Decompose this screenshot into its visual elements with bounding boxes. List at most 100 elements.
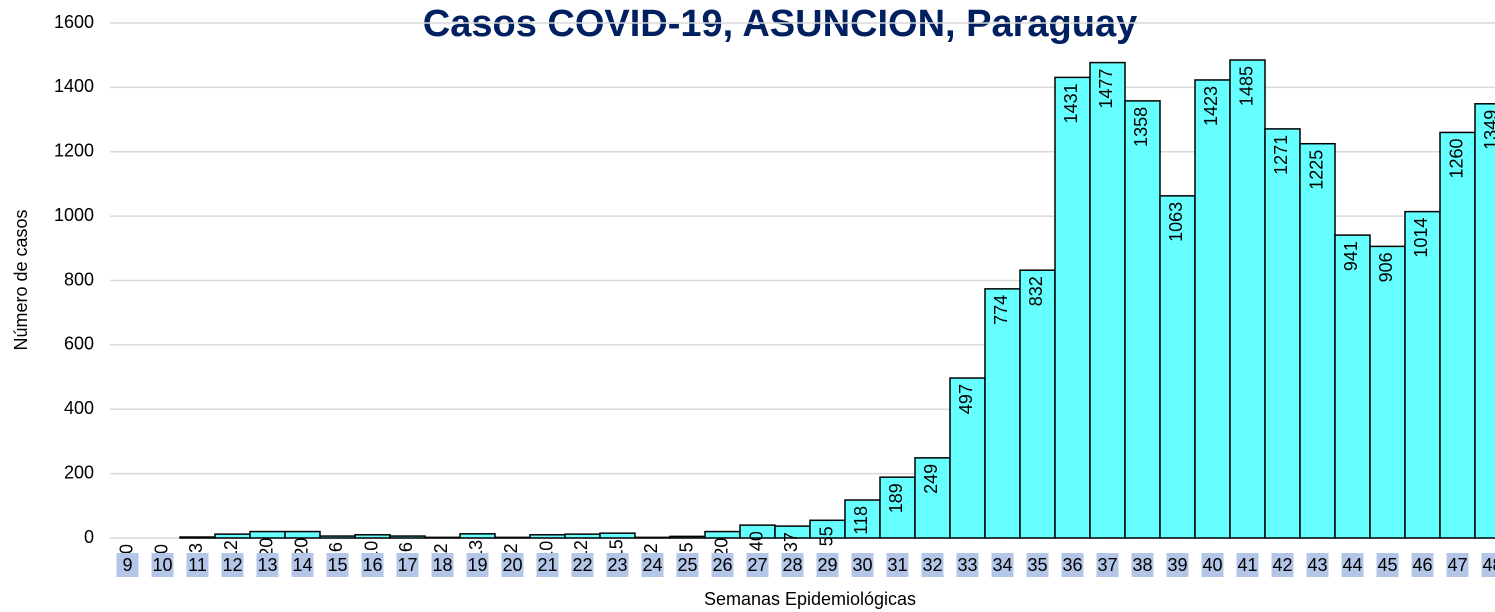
bar — [1019, 269, 1056, 539]
y-tick-label: 400 — [64, 398, 94, 418]
x-tick-label-bg — [1446, 553, 1469, 577]
bar — [1124, 100, 1161, 539]
x-tick-label-bg — [641, 553, 664, 577]
data-label: 0 — [116, 544, 136, 554]
data-label: 3 — [186, 543, 206, 553]
x-tick-label-bg — [256, 553, 279, 577]
x-tick-label: 9 — [122, 555, 132, 575]
x-tick-label: 33 — [957, 555, 977, 575]
x-tick-label-bg — [466, 553, 489, 577]
data-label: 1271 — [1271, 135, 1291, 175]
data-label: 118 — [851, 506, 871, 535]
data-label: 6 — [326, 542, 346, 552]
x-tick-label-bg — [781, 553, 804, 577]
x-tick-label-bg — [326, 553, 349, 577]
data-label: 37 — [781, 532, 801, 552]
bar — [249, 530, 286, 539]
x-tick-label-bg — [1026, 553, 1049, 577]
bar — [844, 499, 881, 539]
data-label: 1485 — [1236, 66, 1256, 106]
x-tick-label: 27 — [747, 555, 767, 575]
bar — [1404, 210, 1441, 539]
data-label: 1063 — [1166, 202, 1186, 242]
x-tick-label-bg — [1341, 553, 1364, 577]
x-tick-label-bg — [1376, 553, 1399, 577]
bar — [704, 530, 741, 539]
x-tick-label: 46 — [1412, 555, 1432, 575]
y-tick-label: 1200 — [54, 141, 94, 161]
x-tick-label: 40 — [1202, 555, 1222, 575]
data-label: 2 — [641, 543, 661, 553]
data-label: 832 — [1026, 276, 1046, 306]
x-tick-label: 45 — [1377, 555, 1397, 575]
x-tick-label: 10 — [152, 555, 172, 575]
bar — [879, 476, 916, 539]
x-tick-label-bg — [851, 553, 874, 577]
bar — [1229, 59, 1266, 539]
data-label: 1225 — [1306, 150, 1326, 190]
x-tick-label: 38 — [1132, 555, 1152, 575]
bar — [494, 536, 531, 539]
data-label: 1423 — [1201, 86, 1221, 126]
x-tick-label-bg — [221, 553, 244, 577]
y-tick-label: 600 — [64, 334, 94, 354]
x-tick-label: 12 — [222, 555, 242, 575]
x-tick-label-bg — [361, 553, 384, 577]
x-tick-label: 28 — [782, 555, 802, 575]
y-tick-label: 800 — [64, 269, 94, 289]
x-tick-label-bg — [501, 553, 524, 577]
bar — [599, 532, 636, 539]
x-tick-label: 26 — [712, 555, 732, 575]
bar — [319, 535, 356, 539]
bar — [1194, 79, 1231, 539]
bar — [284, 530, 321, 539]
x-tick-label-bg — [921, 553, 944, 577]
x-tick-label-bg — [1271, 553, 1294, 577]
bar — [564, 533, 601, 539]
data-label: 1349 — [1481, 110, 1495, 150]
bar — [1334, 234, 1371, 539]
x-tick-label: 11 — [188, 555, 207, 575]
x-tick-label: 16 — [362, 555, 382, 575]
x-tick-label: 42 — [1272, 555, 1292, 575]
x-tick-label: 43 — [1307, 555, 1327, 575]
x-tick-label-bg — [186, 553, 209, 577]
x-tick-label-bg — [1201, 553, 1224, 577]
data-label: 1431 — [1061, 83, 1081, 123]
bar — [1159, 195, 1196, 539]
bar — [459, 533, 496, 539]
bar — [214, 533, 251, 539]
x-tick-label-bg — [536, 553, 559, 577]
data-label: 40 — [746, 531, 766, 551]
bar — [529, 534, 566, 539]
bar — [949, 377, 986, 539]
bar — [1054, 76, 1091, 539]
x-tick-label: 35 — [1027, 555, 1047, 575]
x-tick-label: 22 — [572, 555, 592, 575]
x-tick-label: 17 — [397, 555, 417, 575]
x-tick-label: 29 — [817, 555, 837, 575]
x-tick-label-bg — [816, 553, 839, 577]
x-tick-label: 14 — [292, 555, 312, 575]
x-tick-label-bg — [151, 553, 174, 577]
bar — [179, 536, 216, 539]
y-tick-label: 200 — [64, 462, 94, 482]
data-label: 1260 — [1446, 138, 1466, 178]
x-tick-label: 36 — [1062, 555, 1082, 575]
data-label: 0 — [151, 544, 171, 554]
x-tick-label-bg — [886, 553, 909, 577]
x-tick-label-bg — [1236, 553, 1259, 577]
x-tick-label-bg — [1131, 553, 1154, 577]
x-tick-label-bg — [1166, 553, 1189, 577]
data-label: 55 — [816, 526, 836, 546]
x-tick-label: 32 — [922, 555, 942, 575]
x-tick-label: 15 — [327, 555, 347, 575]
x-axis-title: Semanas Epidemiológicas — [704, 589, 916, 609]
bar — [1299, 142, 1336, 539]
x-tick-label-bg — [1481, 553, 1495, 577]
x-tick-label: 24 — [642, 555, 662, 575]
x-tick-label-bg — [116, 553, 139, 577]
x-tick-label-bg — [1411, 553, 1434, 577]
bar — [1474, 103, 1495, 539]
bar — [1369, 245, 1406, 539]
